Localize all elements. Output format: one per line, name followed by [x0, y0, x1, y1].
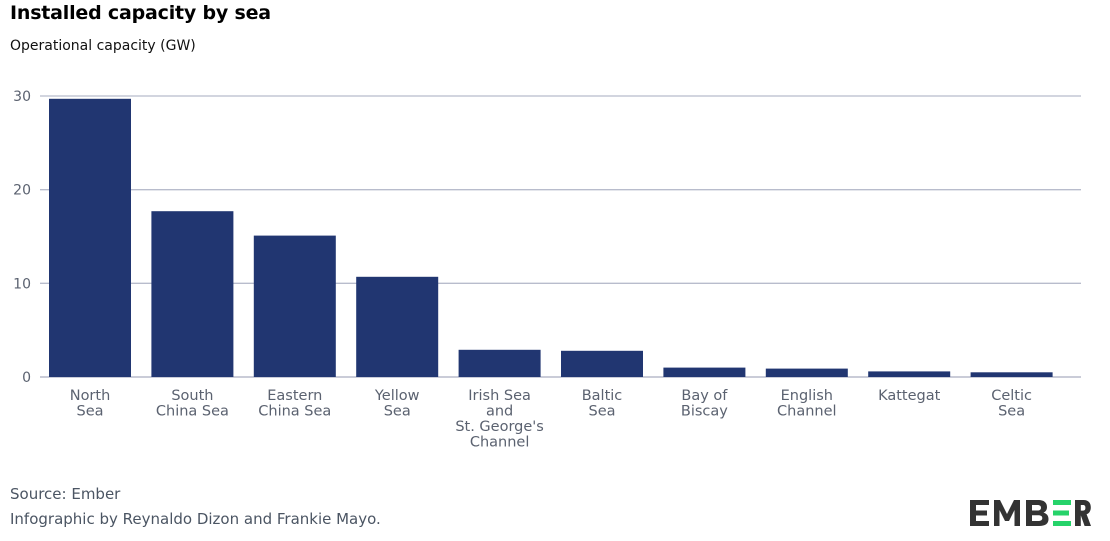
- logo-accent-bar-middle: [1053, 510, 1069, 516]
- bar[interactable]: [868, 371, 951, 377]
- bar[interactable]: [49, 98, 131, 378]
- logo-letter-r: [1075, 500, 1091, 526]
- x-category-label: Baltic Sea: [582, 388, 623, 420]
- x-category-label: South China Sea: [156, 388, 229, 420]
- logo-letter-b: [1026, 500, 1049, 526]
- bar[interactable]: [970, 372, 1053, 377]
- x-category-label: English Channel: [777, 388, 837, 420]
- x-category-label: North Sea: [70, 388, 111, 420]
- logo-accent-bar-top: [1053, 500, 1071, 505]
- chart-subtitle: Operational capacity (GW): [10, 38, 196, 54]
- bar[interactable]: [765, 368, 848, 377]
- credit-note: Infographic by Reynaldo Dizon and Franki…: [10, 510, 381, 528]
- bar[interactable]: [663, 367, 746, 377]
- bar[interactable]: [561, 350, 643, 377]
- bar-chart: North Sea South China Sea Eastern China Sea Ye…: [13, 89, 1081, 451]
- logo-letter-e: [970, 500, 989, 526]
- bar[interactable]: [253, 235, 336, 377]
- logo-accent-bar-bottom: [1053, 521, 1071, 526]
- y-tick-label: 0: [22, 370, 31, 386]
- bar[interactable]: [458, 349, 541, 377]
- y-tick-label: 10: [13, 276, 31, 292]
- x-category-label: Bay of Biscay: [681, 388, 728, 420]
- x-category-label: Eastern China Sea: [258, 388, 331, 420]
- y-tick-label: 30: [13, 89, 31, 105]
- y-tick-label: 20: [13, 183, 31, 199]
- bar[interactable]: [151, 211, 234, 377]
- bars: [49, 98, 1053, 378]
- source-note: Source: Ember: [10, 485, 121, 503]
- x-category-label: Kattegat: [878, 388, 941, 404]
- chart-title: Installed capacity by sea: [10, 2, 271, 24]
- y-axis-labels: 0 10 20 30: [13, 89, 31, 386]
- logo-letter-m: [994, 500, 1020, 526]
- x-category-label: Irish Sea and St. George's Channel: [455, 388, 544, 451]
- x-axis-labels: North Sea South China Sea Eastern China Sea Ye…: [70, 388, 1032, 451]
- x-category-label: Yellow Sea: [374, 388, 420, 420]
- ember-logo: [970, 500, 1091, 526]
- x-category-label: Celtic Sea: [991, 388, 1032, 420]
- bar[interactable]: [356, 276, 439, 377]
